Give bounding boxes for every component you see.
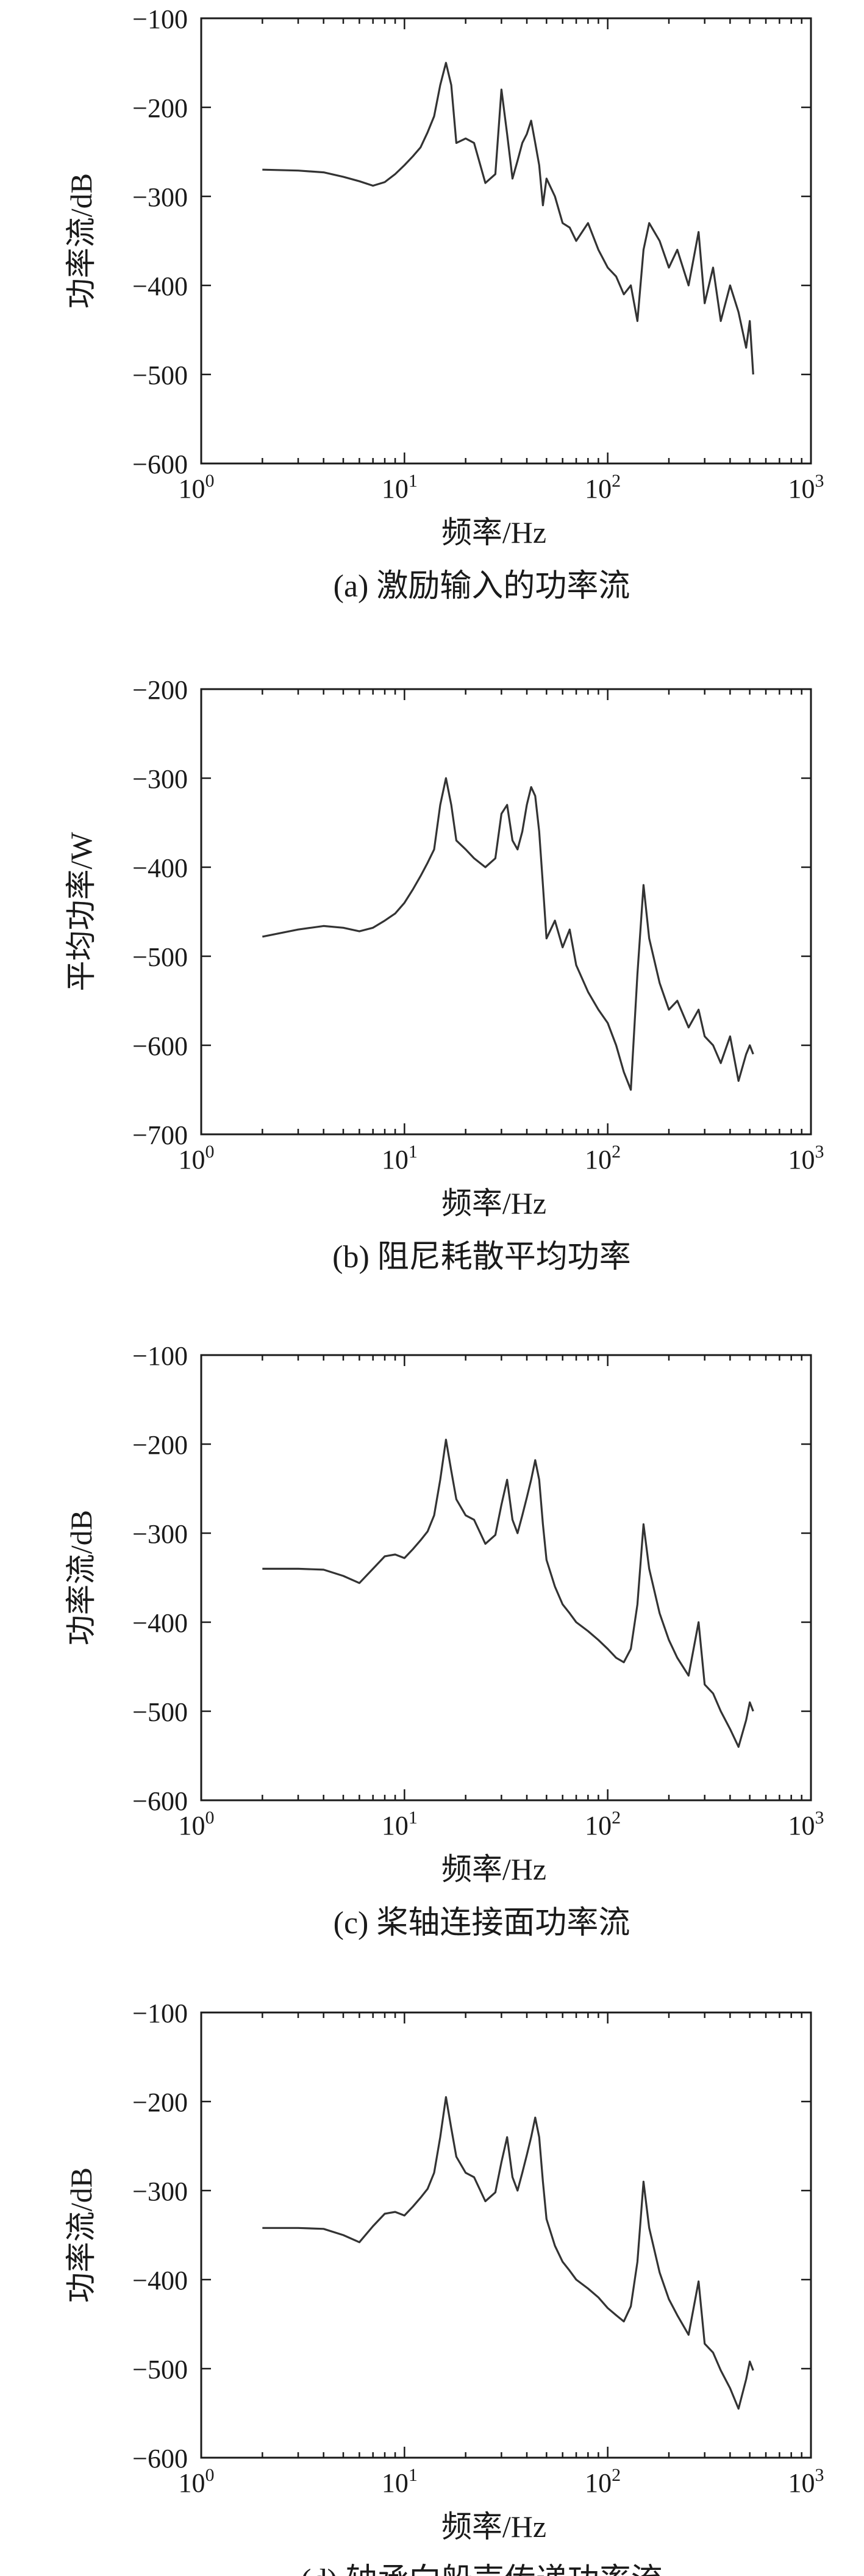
x-tick-exponent: 0 [205, 1142, 215, 1162]
plot-frame [200, 17, 812, 465]
x-axis-label: 频率/Hz [441, 2510, 546, 2544]
plot-frame [200, 1354, 812, 1801]
series-line-0 [262, 62, 754, 375]
x-tick-label: 100 [179, 2465, 215, 2498]
x-tick-exponent: 2 [612, 2465, 621, 2485]
x-tick-exponent: 1 [409, 1808, 418, 1828]
x-tick-exponent: 2 [612, 1142, 621, 1162]
x-tick-label: 102 [585, 471, 621, 504]
y-tick-label: −500 [132, 2355, 188, 2385]
y-axis-label: 功率流/dB [64, 2167, 98, 2303]
x-tick-exponent: 1 [409, 471, 418, 491]
y-tick-label: −500 [132, 942, 188, 972]
x-tick-label: 103 [788, 1142, 824, 1175]
y-tick-label: −200 [132, 93, 188, 123]
y-tick-label: −100 [132, 1341, 188, 1371]
series-line-0 [262, 1439, 754, 1748]
y-axis-label: 平均功率/W [64, 832, 98, 992]
y-tick-label: −400 [132, 271, 188, 301]
x-tick-label: 103 [788, 1808, 824, 1841]
x-tick-base: 10 [179, 1145, 205, 1175]
y-axis-label: 功率流/dB [64, 173, 98, 309]
y-tick-label: −300 [132, 182, 188, 212]
series-line-0 [262, 2096, 754, 2410]
y-axis-label: 功率流/dB [64, 1510, 98, 1645]
x-tick-label: 101 [382, 1808, 418, 1841]
y-tick-label: −200 [132, 675, 188, 705]
y-tick-label: −100 [132, 1998, 188, 2028]
chart-caption: (a) 激励输入的功率流 [334, 569, 630, 604]
chart-caption: (c) 桨轴连接面功率流 [334, 1906, 630, 1941]
x-tick-base: 10 [788, 474, 815, 504]
x-axis-label: 频率/Hz [441, 1852, 546, 1886]
y-tick-label: −600 [132, 2444, 188, 2474]
x-tick-exponent: 3 [815, 1142, 824, 1162]
x-tick-label: 101 [382, 471, 418, 504]
x-tick-base: 10 [585, 2468, 612, 2498]
x-tick-label: 100 [179, 471, 215, 504]
x-tick-base: 10 [382, 474, 409, 504]
y-tick-label: −300 [132, 764, 188, 794]
x-tick-exponent: 3 [815, 1808, 824, 1828]
x-tick-base: 10 [585, 474, 612, 504]
x-tick-base: 10 [382, 1811, 409, 1841]
y-tick-label: −400 [132, 1608, 188, 1638]
x-tick-base: 10 [382, 1145, 409, 1175]
x-tick-label: 100 [179, 1808, 215, 1841]
y-tick-label: −600 [132, 1786, 188, 1816]
x-tick-label: 102 [585, 1808, 621, 1841]
y-tick-label: −400 [132, 2266, 188, 2295]
x-tick-label: 100 [179, 1142, 215, 1175]
x-tick-base: 10 [788, 1811, 815, 1841]
y-tick-label: −300 [132, 1519, 188, 1549]
chart-caption: (b) 阻尼耗散平均功率 [332, 1240, 631, 1275]
x-tick-label: 103 [788, 2465, 824, 2498]
chart-caption: (d) 轴承向船壳传递功率流 [301, 2563, 663, 2576]
x-tick-exponent: 3 [815, 471, 824, 491]
x-tick-exponent: 1 [409, 1142, 418, 1162]
x-tick-base: 10 [788, 2468, 815, 2498]
x-tick-base: 10 [585, 1145, 612, 1175]
y-tick-label: −600 [132, 449, 188, 479]
x-tick-base: 10 [179, 2468, 205, 2498]
x-tick-base: 10 [788, 1145, 815, 1175]
y-tick-label: −600 [132, 1031, 188, 1061]
x-tick-label: 102 [585, 2465, 621, 2498]
x-tick-label: 102 [585, 1142, 621, 1175]
y-tick-label: −700 [132, 1120, 188, 1150]
x-tick-base: 10 [382, 2468, 409, 2498]
x-tick-label: 101 [382, 1142, 418, 1175]
x-tick-exponent: 1 [409, 2465, 418, 2485]
plot-frame [200, 688, 812, 1136]
x-tick-base: 10 [179, 474, 205, 504]
x-tick-exponent: 0 [205, 1808, 215, 1828]
x-tick-label: 103 [788, 471, 824, 504]
y-tick-label: −200 [132, 1430, 188, 1460]
x-tick-label: 101 [382, 2465, 418, 2498]
x-tick-exponent: 2 [612, 471, 621, 491]
x-tick-base: 10 [179, 1811, 205, 1841]
y-tick-label: −500 [132, 1697, 188, 1727]
y-tick-label: −400 [132, 853, 188, 883]
x-tick-exponent: 2 [612, 1808, 621, 1828]
x-tick-exponent: 3 [815, 2465, 824, 2485]
series-line-0 [262, 777, 754, 1091]
y-tick-label: −300 [132, 2177, 188, 2206]
x-tick-exponent: 0 [205, 471, 215, 491]
x-tick-base: 10 [585, 1811, 612, 1841]
y-tick-label: −200 [132, 2088, 188, 2117]
x-tick-exponent: 0 [205, 2465, 215, 2485]
x-axis-label: 频率/Hz [441, 515, 546, 549]
y-tick-label: −100 [132, 4, 188, 34]
x-axis-label: 频率/Hz [441, 1186, 546, 1220]
y-tick-label: −500 [132, 360, 188, 390]
plot-frame [200, 2011, 812, 2459]
